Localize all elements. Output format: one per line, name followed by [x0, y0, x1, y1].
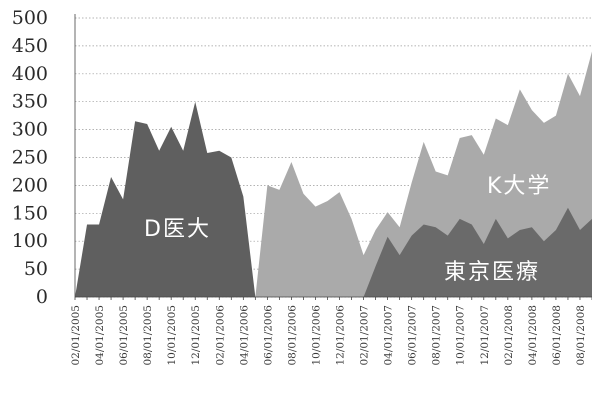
x-tick-label: 08/01/2005: [142, 305, 154, 366]
y-tick-labels: 0 50 100 150 200 250 300 350 400 450 500: [12, 7, 48, 308]
x-tick-label: 06/01/2007: [407, 305, 419, 366]
y-tick-label: 400: [12, 63, 48, 85]
y-tick-label: 300: [12, 119, 48, 141]
x-tick-label: 12/01/2005: [190, 305, 202, 366]
area-series-2: [363, 207, 592, 297]
x-tick-label: 04/01/2005: [94, 305, 106, 366]
x-tick-label: 12/01/2006: [335, 305, 347, 366]
x-tick-label: 10/01/2007: [455, 305, 467, 366]
y-tick-label: 150: [12, 202, 48, 224]
area-series: [75, 51, 592, 297]
x-tick-label: 02/01/2007: [359, 305, 371, 366]
x-tick-label: 12/01/2007: [479, 305, 491, 366]
x-tick-label: 08/01/2006: [286, 305, 298, 366]
x-tick-label: 02/01/2006: [214, 305, 226, 366]
annotation-2: 東京医療: [444, 260, 540, 285]
y-tick-label: 0: [36, 286, 48, 308]
x-tick-label: 04/01/2007: [383, 305, 395, 366]
x-tick-labels: 02/01/2005 04/01/2005 06/01/2005 08/01/2005…: [70, 305, 587, 366]
x-tick-label: 04/01/2006: [238, 305, 250, 366]
y-tick-label: 250: [12, 147, 48, 169]
x-tick-label: 02/01/2008: [503, 305, 515, 366]
x-tick-label: 02/01/2005: [70, 305, 82, 366]
area-series-1: [255, 51, 592, 297]
y-tick-label: 450: [12, 35, 48, 57]
annotation-0: D医大: [144, 217, 211, 242]
annotation-1: K大学: [487, 174, 551, 199]
y-tick-label: 500: [12, 7, 48, 29]
y-tick-label: 200: [12, 174, 48, 196]
y-tick-label: 50: [24, 258, 48, 280]
x-tick-label: 06/01/2006: [262, 305, 274, 366]
y-tick-label: 100: [12, 230, 48, 252]
y-tick-label: 350: [12, 91, 48, 113]
x-tick-label: 04/01/2008: [527, 305, 539, 366]
x-tick-label: 06/01/2008: [551, 305, 563, 366]
x-tick-label: 10/01/2005: [166, 305, 178, 366]
x-tick-label: 08/01/2007: [431, 305, 443, 366]
x-tick-label: 10/01/2006: [310, 305, 322, 366]
axes: [74, 14, 592, 300]
x-tick-label: 08/01/2008: [575, 305, 587, 366]
area-series-0: [75, 101, 256, 297]
x-tick-label: 06/01/2005: [118, 305, 130, 366]
